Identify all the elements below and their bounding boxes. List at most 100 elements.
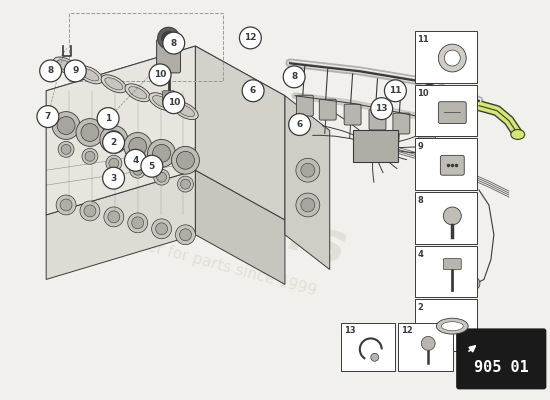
Text: 8: 8 xyxy=(47,66,54,76)
Text: 10: 10 xyxy=(168,98,180,107)
FancyBboxPatch shape xyxy=(157,39,180,73)
Circle shape xyxy=(156,223,168,235)
Circle shape xyxy=(466,276,480,290)
Circle shape xyxy=(384,80,406,102)
Circle shape xyxy=(130,162,146,178)
FancyBboxPatch shape xyxy=(369,109,386,130)
FancyBboxPatch shape xyxy=(441,155,464,175)
Bar xyxy=(415,85,477,136)
Circle shape xyxy=(105,130,123,148)
Ellipse shape xyxy=(441,322,463,331)
Circle shape xyxy=(61,144,71,154)
FancyBboxPatch shape xyxy=(344,104,361,125)
FancyBboxPatch shape xyxy=(320,99,336,120)
Circle shape xyxy=(52,112,80,140)
Circle shape xyxy=(108,211,120,223)
Circle shape xyxy=(109,158,119,168)
Circle shape xyxy=(64,60,86,82)
Text: 10: 10 xyxy=(154,70,166,79)
Text: 8: 8 xyxy=(170,38,177,48)
Circle shape xyxy=(163,92,185,114)
Circle shape xyxy=(283,66,305,88)
Circle shape xyxy=(129,138,147,155)
Circle shape xyxy=(180,179,190,189)
Circle shape xyxy=(56,195,76,215)
Text: 12: 12 xyxy=(401,326,413,335)
Circle shape xyxy=(177,151,194,169)
Circle shape xyxy=(172,146,200,174)
Circle shape xyxy=(178,176,194,192)
Circle shape xyxy=(371,353,379,361)
Circle shape xyxy=(85,151,95,161)
Circle shape xyxy=(175,225,195,245)
Text: 9: 9 xyxy=(72,66,79,76)
FancyBboxPatch shape xyxy=(163,91,174,105)
Text: 5: 5 xyxy=(148,162,155,171)
Bar xyxy=(415,246,477,297)
Text: 13: 13 xyxy=(376,104,388,113)
Text: 4: 4 xyxy=(132,156,139,165)
Ellipse shape xyxy=(511,130,525,140)
Bar xyxy=(340,323,395,371)
Polygon shape xyxy=(285,96,329,270)
Ellipse shape xyxy=(105,78,123,90)
Circle shape xyxy=(133,165,142,175)
Ellipse shape xyxy=(173,102,198,120)
Text: 13: 13 xyxy=(344,326,355,335)
FancyBboxPatch shape xyxy=(443,259,461,270)
Circle shape xyxy=(100,126,128,153)
Circle shape xyxy=(296,193,320,217)
Circle shape xyxy=(444,50,460,66)
Circle shape xyxy=(289,114,311,136)
Ellipse shape xyxy=(149,93,174,111)
Circle shape xyxy=(443,207,461,225)
Text: 905 01: 905 01 xyxy=(474,360,529,375)
Circle shape xyxy=(84,205,96,217)
Text: 6: 6 xyxy=(296,120,303,129)
FancyBboxPatch shape xyxy=(296,95,314,116)
Ellipse shape xyxy=(152,96,170,108)
Circle shape xyxy=(124,132,152,160)
Text: 2: 2 xyxy=(417,303,424,312)
Circle shape xyxy=(153,169,169,185)
Circle shape xyxy=(37,106,59,128)
Text: 2: 2 xyxy=(111,138,117,147)
Bar xyxy=(415,138,477,190)
Circle shape xyxy=(81,124,99,142)
Ellipse shape xyxy=(77,66,103,84)
Text: 9: 9 xyxy=(417,142,424,152)
FancyBboxPatch shape xyxy=(438,102,466,124)
Text: 11: 11 xyxy=(389,86,402,95)
Polygon shape xyxy=(46,46,195,215)
FancyBboxPatch shape xyxy=(419,119,436,140)
Ellipse shape xyxy=(57,60,75,72)
Circle shape xyxy=(158,27,179,49)
Bar xyxy=(398,323,453,371)
Ellipse shape xyxy=(177,104,195,117)
Circle shape xyxy=(157,172,167,182)
Circle shape xyxy=(296,158,320,182)
Bar xyxy=(415,299,477,351)
Circle shape xyxy=(371,98,393,120)
Circle shape xyxy=(152,219,172,239)
Text: 12: 12 xyxy=(244,34,257,42)
Ellipse shape xyxy=(125,84,150,102)
Circle shape xyxy=(141,155,163,177)
Polygon shape xyxy=(46,170,195,280)
Text: 8: 8 xyxy=(291,72,298,81)
Polygon shape xyxy=(195,46,285,220)
Text: a partner for parts since 1999: a partner for parts since 1999 xyxy=(92,224,318,298)
Circle shape xyxy=(103,167,124,189)
Circle shape xyxy=(162,31,175,45)
Circle shape xyxy=(421,336,435,350)
Circle shape xyxy=(124,149,146,171)
Circle shape xyxy=(57,116,75,134)
FancyBboxPatch shape xyxy=(457,329,546,389)
Ellipse shape xyxy=(129,87,147,99)
Circle shape xyxy=(128,213,147,233)
Text: eurocars: eurocars xyxy=(88,156,353,274)
Circle shape xyxy=(40,60,62,82)
Ellipse shape xyxy=(53,57,79,75)
Circle shape xyxy=(301,163,315,177)
Circle shape xyxy=(106,155,122,171)
